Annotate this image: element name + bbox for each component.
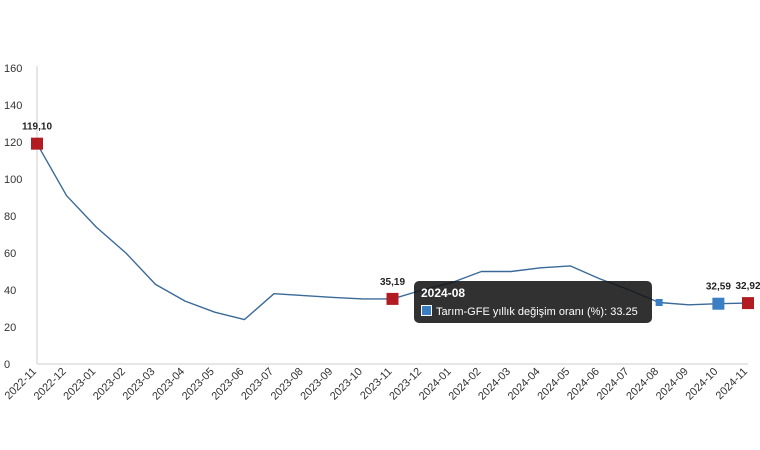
- y-tick-label: 20: [4, 322, 16, 334]
- data-label: 35,19: [380, 277, 405, 288]
- tooltip-title: 2024-08: [421, 286, 466, 300]
- data-point-marker: [386, 292, 399, 305]
- data-point-marker: [31, 137, 43, 150]
- y-tick-label: 0: [4, 359, 10, 371]
- data-point-marker: [712, 297, 725, 310]
- y-tick-label: 80: [4, 211, 16, 223]
- data-label: 32,92: [735, 281, 760, 292]
- y-tick-label: 140: [4, 100, 22, 112]
- y-tick-label: 120: [4, 137, 22, 149]
- y-tick-label: 160: [4, 63, 22, 75]
- tooltip-value: Tarım-GFE yıllık değişim oranı (%): 33.2…: [436, 306, 638, 318]
- y-tick-label: 60: [4, 248, 16, 260]
- x-tick-label: 2024-11: [714, 366, 750, 402]
- data-point-marker: [742, 297, 754, 310]
- hovered-point-marker: [655, 298, 663, 306]
- y-tick-label: 100: [4, 174, 22, 186]
- y-tick-label: 40: [4, 285, 16, 297]
- tooltip-row: Tarım-GFE yıllık değişim oranı (%): 33.2…: [421, 304, 645, 320]
- data-label: 32,59: [706, 282, 731, 293]
- series-swatch-icon: [421, 305, 432, 316]
- data-label: 119,10: [22, 122, 52, 133]
- chart-tooltip: 2024-08 Tarım-GFE yıllık değişim oranı (…: [414, 281, 652, 323]
- x-tick-label: 2024-10: [683, 366, 720, 403]
- x-tick-label: 2023-10: [328, 366, 365, 403]
